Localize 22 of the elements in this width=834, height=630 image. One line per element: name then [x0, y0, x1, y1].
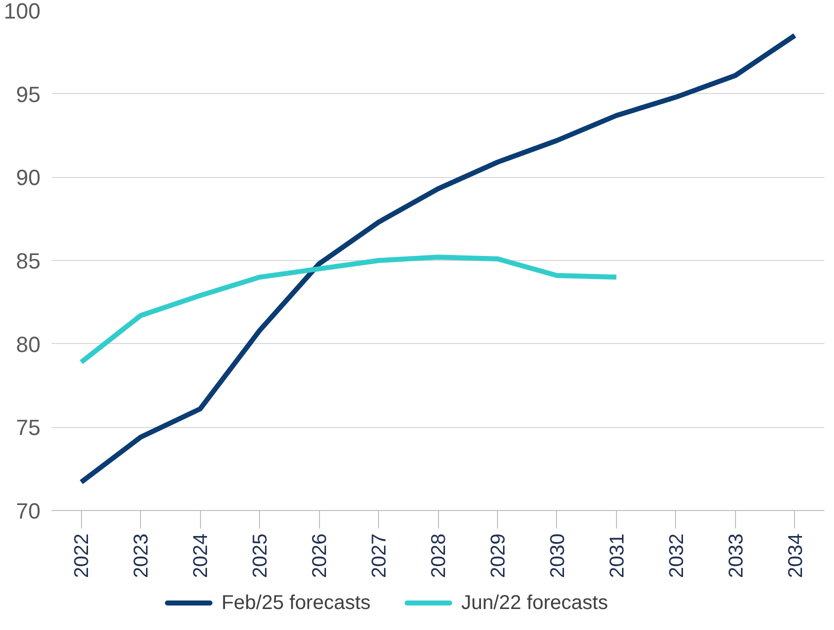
x-tick-label: 2030: [546, 533, 569, 578]
x-tick-label: 2023: [130, 533, 153, 578]
x-tick-label: 2024: [190, 533, 212, 578]
x-tick-label: 2031: [606, 533, 628, 578]
y-tick-label: 90: [16, 165, 41, 190]
y-tick-label: 85: [16, 248, 41, 274]
x-tick-label: 2028: [428, 533, 450, 578]
x-tick-label: 2034: [784, 533, 807, 578]
y-tick-label: 95: [16, 82, 41, 107]
y-tick-label: 100: [4, 0, 41, 24]
x-tick-label: 2032: [666, 533, 688, 578]
x-tick-label: 2025: [250, 533, 272, 578]
x-tick-label: 2029: [487, 533, 510, 578]
legend-label: Jun/22 forecasts: [461, 592, 608, 614]
legend-label: Feb/25 forecasts: [222, 592, 371, 614]
y-tick-label: 75: [16, 415, 41, 440]
x-tick-label: 2033: [725, 533, 748, 578]
x-tick-label: 2027: [368, 533, 391, 578]
x-tick-label: 2022: [71, 533, 94, 578]
y-tick-label: 70: [16, 498, 41, 524]
y-tick-label: 80: [16, 332, 41, 357]
x-tick-label: 2026: [309, 533, 332, 578]
